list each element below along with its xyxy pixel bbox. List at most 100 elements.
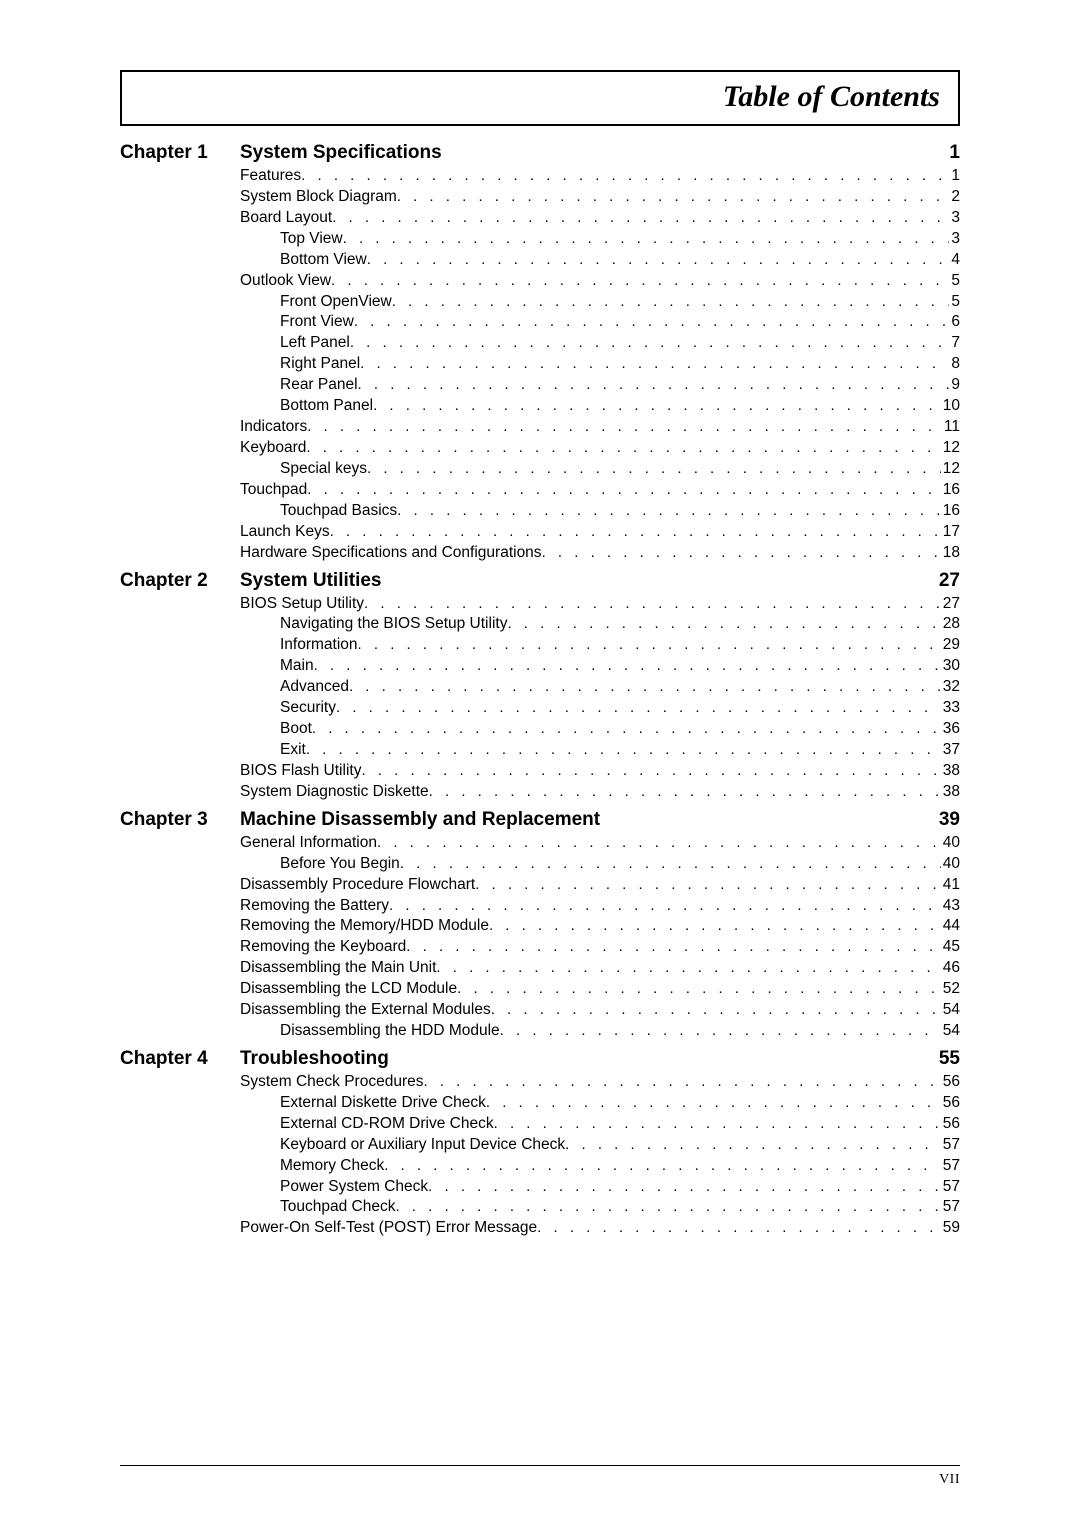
toc-entry: Features 1: [240, 166, 960, 187]
toc-entry-label: Outlook View: [240, 271, 331, 292]
toc-entry: Exit 37: [240, 740, 960, 761]
toc-entry-label: Removing the Memory/HDD Module: [240, 916, 489, 937]
toc-dots: [537, 1218, 941, 1238]
toc-dots: [565, 1135, 941, 1155]
chapter-page: 39: [939, 809, 960, 831]
toc-entry: Top View 3: [240, 229, 960, 250]
toc-entry-page: 57: [941, 1197, 960, 1218]
toc-dots: [494, 1114, 941, 1134]
toc-entry: Special keys 12: [240, 459, 960, 480]
toc-dots: [349, 677, 941, 697]
chapter-heading: Chapter 2System Utilities27: [120, 570, 960, 592]
toc-dots: [507, 614, 940, 634]
toc-entry-page: 30: [941, 656, 960, 677]
toc-dots: [373, 396, 941, 416]
toc-entry: Navigating the BIOS Setup Utility 28: [240, 614, 960, 635]
toc-entry-page: 36: [941, 719, 960, 740]
toc-entry: BIOS Setup Utility 27: [240, 594, 960, 615]
toc-entry: System Check Procedures 56: [240, 1072, 960, 1093]
toc-entry: System Diagnostic Diskette 38: [240, 782, 960, 803]
toc-dots: [486, 1093, 941, 1113]
toc-dots: [429, 782, 941, 802]
chapter-label: Chapter 2: [120, 570, 240, 592]
toc-entry: Before You Begin 40: [240, 854, 960, 875]
toc-entry: Bottom View 4: [240, 250, 960, 271]
toc-entry-page: 3: [949, 208, 960, 229]
toc-entry-label: Removing the Battery: [240, 896, 389, 917]
toc-entry-page: 38: [941, 761, 960, 782]
toc-entry-page: 59: [941, 1218, 960, 1239]
toc-entry-label: Hardware Specifications and Configuratio…: [240, 543, 542, 564]
toc-entry: Left Panel 7: [240, 333, 960, 354]
toc-entry-label: Touchpad Basics: [280, 501, 397, 522]
page-footer: VII: [120, 1465, 960, 1488]
toc-entry-label: Keyboard or Auxiliary Input Device Check: [280, 1135, 565, 1156]
chapter-heading: Chapter 4Troubleshooting55: [120, 1048, 960, 1070]
chapter-title-cell: System Utilities27: [240, 570, 960, 592]
toc-dots: [424, 1072, 941, 1092]
toc-entry-label: External Diskette Drive Check: [280, 1093, 486, 1114]
toc-entry: Hardware Specifications and Configuratio…: [240, 543, 960, 564]
toc-entry-page: 12: [941, 459, 960, 480]
toc-body: General Information 40Before You Begin 4…: [240, 833, 960, 1042]
toc-entry-label: Features: [240, 166, 301, 187]
toc-entry-label: Special keys: [280, 459, 367, 480]
chapter-label: Chapter 3: [120, 809, 240, 831]
toc-entry-page: 54: [941, 1000, 960, 1021]
toc-entry: System Block Diagram 2: [240, 187, 960, 208]
toc-entry-label: Security: [280, 698, 336, 719]
toc-entry-page: 6: [949, 312, 960, 333]
toc-entry: Outlook View 5: [240, 271, 960, 292]
toc-dots: [489, 916, 941, 936]
chapter-page: 1: [949, 142, 960, 164]
toc-body: Features 1System Block Diagram 2Board La…: [240, 166, 960, 564]
toc-entry-page: 57: [941, 1177, 960, 1198]
toc-entry-label: Right Panel: [280, 354, 360, 375]
chapter-title: System Utilities: [240, 570, 382, 592]
toc-entry: Information 29: [240, 635, 960, 656]
toc-entry-label: Bottom View: [280, 250, 367, 271]
toc-entry: Board Layout 3: [240, 208, 960, 229]
toc-entry: Disassembly Procedure Flowchart 41: [240, 875, 960, 896]
toc-entry-label: Advanced: [280, 677, 349, 698]
toc-entry-label: Left Panel: [280, 333, 350, 354]
toc-entry: Disassembling the Main Unit 46: [240, 958, 960, 979]
toc-body: BIOS Setup Utility 27Navigating the BIOS…: [240, 594, 960, 803]
toc-entry-page: 56: [941, 1072, 960, 1093]
toc-entry-label: BIOS Flash Utility: [240, 761, 361, 782]
toc-dots: [331, 271, 949, 291]
toc-entry: Launch Keys 17: [240, 522, 960, 543]
toc-root: Chapter 1System Specifications1Features …: [120, 136, 960, 1239]
toc-entry-label: Front View: [280, 312, 354, 333]
toc-entry-page: 57: [941, 1156, 960, 1177]
chapter-page: 55: [939, 1048, 960, 1070]
toc-dots: [306, 740, 941, 760]
toc-entry-page: 12: [941, 438, 960, 459]
toc-entry: Bottom Panel 10: [240, 396, 960, 417]
toc-entry-label: Launch Keys: [240, 522, 330, 543]
toc-entry-page: 40: [941, 854, 960, 875]
toc-dots: [475, 875, 941, 895]
toc-entry-page: 1: [949, 166, 960, 187]
toc-entry: Security 33: [240, 698, 960, 719]
toc-entry-label: Navigating the BIOS Setup Utility: [280, 614, 507, 635]
toc-entry-label: Indicators: [240, 417, 307, 438]
toc-entry: Touchpad Check 57: [240, 1197, 960, 1218]
toc-entry-label: System Diagnostic Diskette: [240, 782, 429, 803]
toc-entry-label: Before You Begin: [280, 854, 400, 875]
toc-entry-label: Power System Check: [280, 1177, 428, 1198]
toc-dots: [377, 833, 941, 853]
toc-entry-page: 40: [941, 833, 960, 854]
toc-entry-page: 33: [941, 698, 960, 719]
toc-entry-label: System Check Procedures: [240, 1072, 424, 1093]
toc-entry: Removing the Keyboard 45: [240, 937, 960, 958]
chapter-label: Chapter 4: [120, 1048, 240, 1070]
toc-entry: Disassembling the LCD Module 52: [240, 979, 960, 1000]
toc-dots: [332, 208, 949, 228]
toc-dots: [301, 166, 949, 186]
chapter-label: Chapter 1: [120, 142, 240, 164]
toc-entry-label: Memory Check: [280, 1156, 384, 1177]
toc-entry: Indicators 11: [240, 417, 960, 438]
toc-entry: Right Panel 8: [240, 354, 960, 375]
toc-entry-label: Board Layout: [240, 208, 332, 229]
